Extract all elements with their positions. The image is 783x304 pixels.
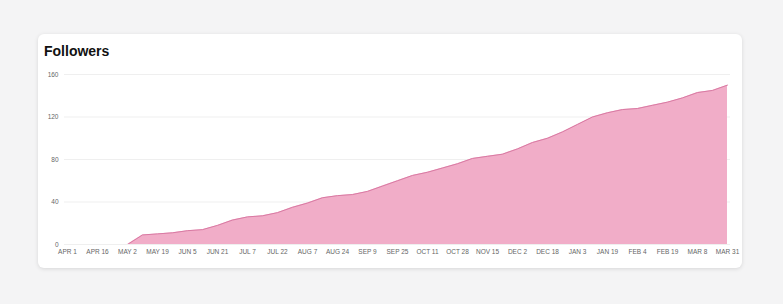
svg-text:JUL 22: JUL 22 [267, 248, 288, 255]
svg-text:MAY 2: MAY 2 [118, 248, 137, 255]
svg-text:MAR 31: MAR 31 [716, 248, 740, 255]
svg-text:JAN 3: JAN 3 [569, 248, 587, 255]
svg-text:JUN 21: JUN 21 [207, 248, 229, 255]
svg-text:SEP 9: SEP 9 [358, 248, 377, 255]
svg-text:NOV 15: NOV 15 [476, 248, 500, 255]
svg-text:OCT 11: OCT 11 [416, 248, 439, 255]
svg-text:80: 80 [51, 156, 59, 163]
svg-text:APR 16: APR 16 [86, 248, 109, 255]
svg-text:APR 1: APR 1 [58, 248, 77, 255]
html-text:Followers: Followers [44, 43, 110, 59]
svg-text:120: 120 [48, 113, 59, 120]
svg-text:0: 0 [55, 241, 59, 248]
svg-text:MAY 19: MAY 19 [146, 248, 169, 255]
svg-text:FEB 19: FEB 19 [657, 248, 679, 255]
svg-text:JUN 5: JUN 5 [178, 248, 196, 255]
svg-text:OCT 28: OCT 28 [446, 248, 469, 255]
svg-text:160: 160 [48, 71, 59, 78]
svg-text:SEP 25: SEP 25 [387, 248, 409, 255]
svg-text:AUG 24: AUG 24 [326, 248, 350, 255]
svg-text:JUL 7: JUL 7 [239, 248, 256, 255]
svg-text:DEC 18: DEC 18 [536, 248, 559, 255]
svg-text:AUG 7: AUG 7 [298, 248, 318, 255]
svg-text:40: 40 [51, 198, 59, 205]
svg-text:FEB 4: FEB 4 [628, 248, 646, 255]
svg-text:MAR 8: MAR 8 [688, 248, 708, 255]
svg-text:JAN 19: JAN 19 [597, 248, 619, 255]
svg-text:DEC 2: DEC 2 [508, 248, 528, 255]
